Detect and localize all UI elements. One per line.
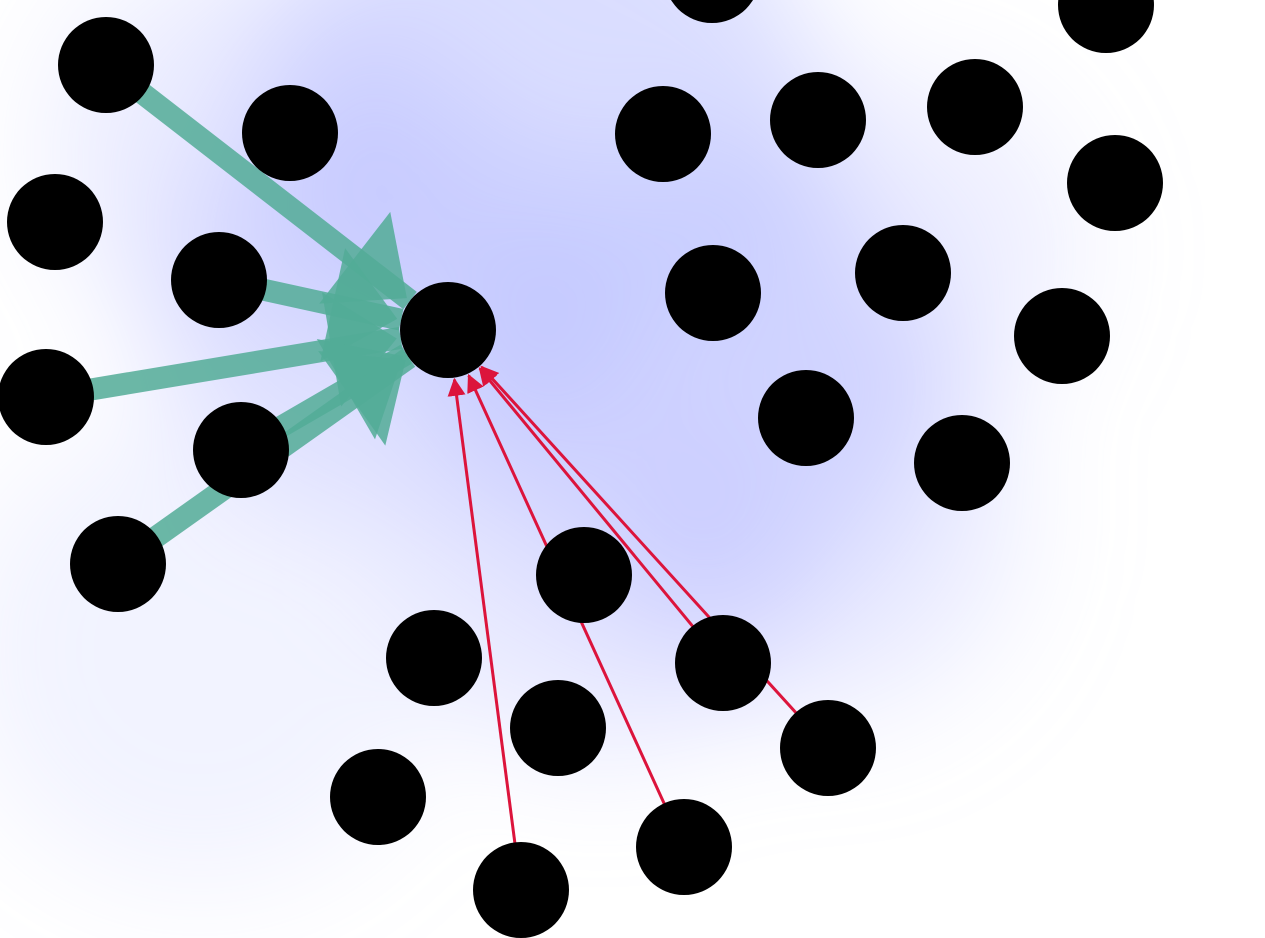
node-hub[interactable] xyxy=(400,282,496,378)
node-n-lower-center-right[interactable] xyxy=(914,415,1010,511)
node-n-mid-lower[interactable] xyxy=(536,527,632,623)
node-n-bottom-center[interactable] xyxy=(330,749,426,845)
node-n-lower-right[interactable] xyxy=(780,700,876,796)
node-n-upper-right[interactable] xyxy=(927,59,1023,155)
node-n-upper-center[interactable] xyxy=(615,86,711,182)
node-n-upper-left[interactable] xyxy=(171,232,267,328)
node-n-bottom-mid[interactable] xyxy=(636,799,732,895)
node-n-mid-left[interactable] xyxy=(193,402,289,498)
node-n-right-edge[interactable] xyxy=(1067,135,1163,231)
node-n-bottom[interactable] xyxy=(473,842,569,938)
node-n-lower-mid[interactable] xyxy=(675,615,771,711)
node-n-far-left[interactable] xyxy=(0,349,94,445)
node-n-left-edge[interactable] xyxy=(7,174,103,270)
node-n-lower-left[interactable] xyxy=(70,516,166,612)
node-n-top-left[interactable] xyxy=(58,17,154,113)
node-n-right[interactable] xyxy=(1014,288,1110,384)
node-n-upper-center-2[interactable] xyxy=(770,72,866,168)
node-n-center-lower[interactable] xyxy=(758,370,854,466)
node-n-lower-left-cluster[interactable] xyxy=(386,610,482,706)
node-n-center-right[interactable] xyxy=(855,225,951,321)
node-n-center[interactable] xyxy=(665,245,761,341)
node-n-top-center-left[interactable] xyxy=(242,85,338,181)
node-n-bottom-left[interactable] xyxy=(510,680,606,776)
